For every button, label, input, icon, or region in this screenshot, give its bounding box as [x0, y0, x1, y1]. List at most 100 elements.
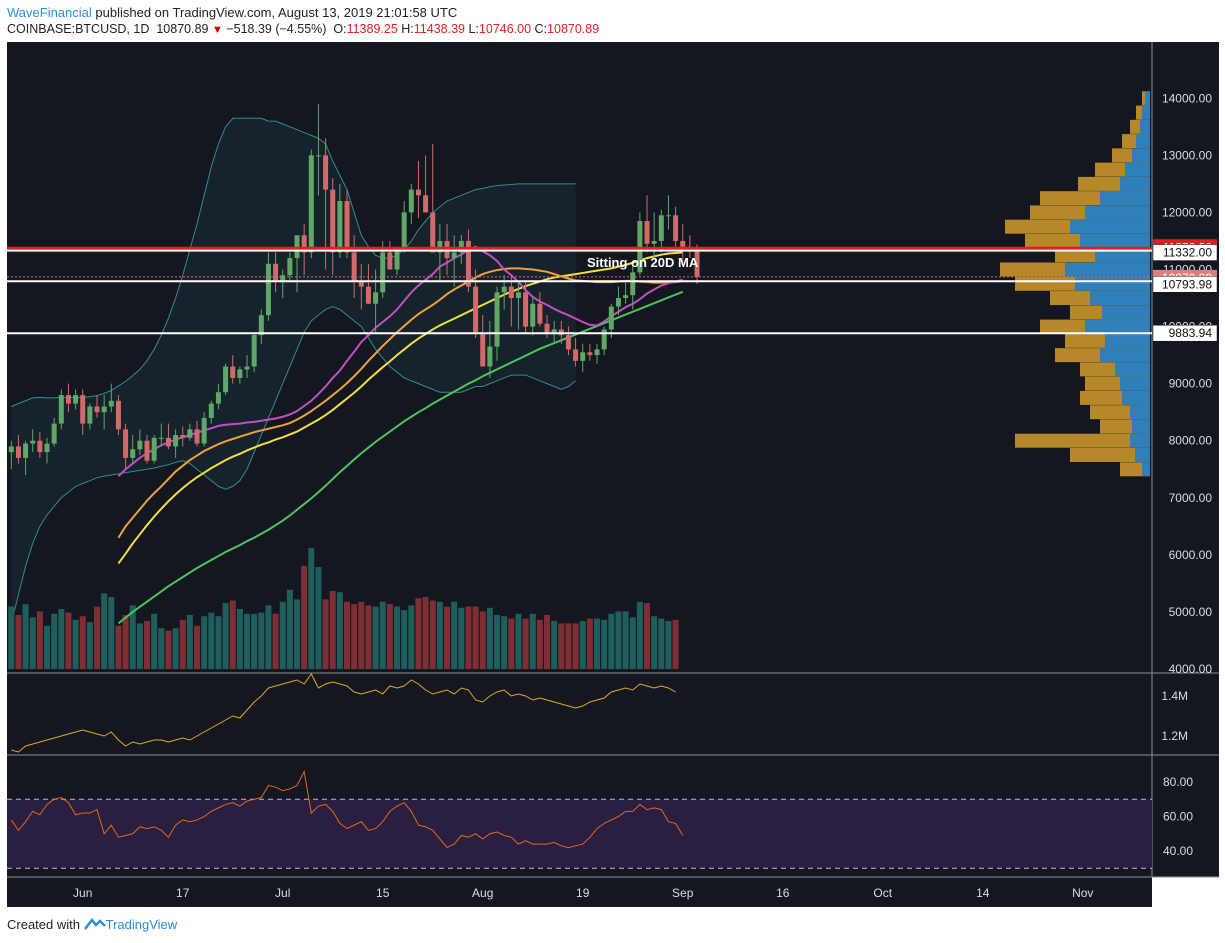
volume-profile-value-area-18	[1100, 348, 1150, 363]
volume-bar-36	[265, 605, 272, 669]
candle-body-22	[165, 437, 171, 447]
time-tick-6: Sep	[672, 886, 694, 900]
ma-green-line	[117, 290, 684, 625]
candle-body-91	[658, 215, 664, 241]
price-tick-6: 8000.00	[1169, 434, 1213, 448]
author-link[interactable]: WaveFinancial	[7, 5, 92, 20]
footer-brand[interactable]: TradingView	[105, 917, 178, 932]
volume-bar-85	[615, 611, 622, 669]
candle-body-78	[565, 335, 571, 350]
candle-body-32	[237, 369, 243, 378]
volume-bar-60	[436, 601, 443, 669]
volume-profile-value-area-20	[1120, 376, 1150, 391]
time-tick-7: 16	[776, 886, 790, 900]
volume-bar-21	[158, 628, 165, 669]
candle-body-85	[615, 298, 621, 307]
candle-body-33	[244, 366, 250, 370]
time-tick-1: 17	[176, 886, 190, 900]
candle-body-69	[501, 286, 507, 293]
volume-profile-value-area-11	[1095, 248, 1150, 263]
volume-bar-43	[315, 567, 322, 669]
ma-yellow-line	[117, 251, 683, 565]
volume-bar-62	[451, 601, 458, 669]
price-change: −518.39 (−4.55%)	[226, 22, 327, 36]
footer-created-with: Created with	[7, 917, 80, 932]
obv-tick-0: 1.4M	[1161, 689, 1188, 703]
candle-body-65	[473, 286, 479, 333]
volume-bar-9	[72, 619, 79, 669]
price-label-text-1: 11332.00	[1163, 246, 1212, 260]
annotation-text: Sitting on 20D MA	[587, 255, 699, 270]
candle-body-76	[551, 329, 557, 333]
price-label-box-4	[1152, 324, 1218, 342]
candle-body-58	[423, 195, 429, 213]
volume-bar-41	[301, 565, 308, 669]
candle-body-19	[144, 440, 150, 461]
volume-bar-80	[579, 621, 586, 669]
candle-body-86	[623, 295, 629, 299]
candle-body-60	[437, 240, 443, 253]
candle-body-1	[15, 446, 21, 458]
volume-bar-86	[622, 611, 629, 669]
candle-body-94	[680, 240, 686, 247]
candle-body-71	[515, 292, 521, 299]
candle-body-16	[123, 429, 129, 458]
volume-bar-19	[144, 621, 151, 669]
volume-bar-7	[58, 609, 65, 669]
price-label-box-3	[1152, 276, 1218, 293]
time-axis	[7, 877, 1152, 907]
volume-bar-67	[486, 607, 493, 669]
candle-body-28	[208, 403, 214, 418]
candle-body-24	[180, 435, 186, 438]
volume-profile-value-area-13	[1075, 276, 1150, 291]
candle-body-75	[544, 323, 550, 333]
volume-bar-83	[601, 619, 608, 669]
volume-profile-value-area-24	[1130, 433, 1150, 448]
volume-bar-17	[129, 605, 136, 669]
candle-body-62	[451, 252, 457, 259]
volume-profile-value-area-22	[1130, 405, 1150, 420]
volume-bar-20	[151, 613, 158, 669]
volume-bar-75	[544, 615, 551, 669]
price-tick-7: 7000.00	[1169, 491, 1213, 505]
down-triangle-icon: ▼	[211, 24, 223, 36]
candle-body-56	[408, 189, 414, 213]
candle-body-45	[330, 189, 336, 253]
volume-bar-77	[558, 623, 565, 669]
candle-body-90	[651, 240, 657, 244]
candle-body-13	[101, 406, 107, 413]
volume-profile-bar-25	[1070, 447, 1150, 462]
price-tick-10: 4000.00	[1169, 662, 1213, 676]
volume-bar-26	[194, 625, 201, 669]
candle-body-30	[223, 366, 229, 393]
candle-body-88	[637, 221, 643, 273]
volume-bar-87	[629, 617, 636, 669]
bollinger-upper-line	[11, 117, 576, 407]
price-tick-2: 12000.00	[1162, 205, 1212, 219]
volume-bar-53	[386, 604, 393, 669]
volume-profile-value-area-9	[1070, 219, 1150, 234]
candle-body-74	[537, 303, 543, 324]
candle-body-49	[358, 280, 364, 287]
candle-body-2	[23, 443, 29, 458]
volume-profile-value-area-8	[1085, 205, 1150, 220]
candle-body-18	[137, 440, 143, 450]
volume-bar-32	[236, 609, 243, 669]
volume-bar-16	[122, 615, 129, 669]
candle-body-10	[80, 395, 86, 424]
candle-body-93	[673, 215, 679, 241]
volume-profile-value-area-16	[1085, 319, 1150, 334]
volume-bar-66	[479, 611, 486, 669]
volume-bar-79	[572, 623, 579, 669]
candle-body-66	[480, 332, 486, 367]
candle-body-25	[187, 429, 193, 438]
volume-profile-value-area-3	[1136, 134, 1150, 149]
volume-profile-value-area-4	[1132, 148, 1150, 163]
price-label-box-1	[1152, 244, 1218, 261]
price-label-text-4: 9883.94	[1169, 326, 1213, 340]
obv-line	[11, 673, 676, 753]
candle-body-6	[51, 423, 57, 444]
volume-profile-value-area-7	[1100, 191, 1150, 206]
candle-body-3	[30, 440, 36, 444]
